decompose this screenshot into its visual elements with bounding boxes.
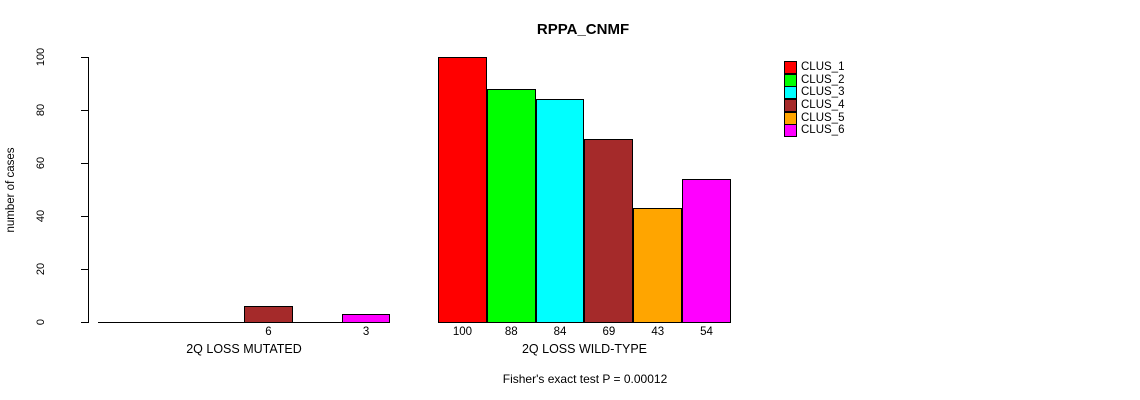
y-axis: [88, 57, 89, 323]
legend-swatch-clus_2: [784, 73, 797, 87]
bar-clus_4: [244, 306, 293, 323]
legend-label: CLUS_5: [801, 111, 845, 124]
bar-clus_4: [584, 139, 633, 323]
y-tick-label: 20: [35, 262, 47, 276]
x-group-label: 2Q LOSS WILD-TYPE: [521, 342, 647, 356]
bar-value-label: 43: [651, 326, 665, 338]
y-tick-mark: [81, 269, 88, 270]
x-group-label: 2Q LOSS MUTATED: [186, 342, 302, 356]
bar-clus_6: [342, 314, 390, 323]
legend-swatch-clus_4: [784, 98, 797, 112]
y-tick-mark: [81, 322, 88, 323]
legend-swatch-clus_6: [784, 124, 797, 138]
legend-label: CLUS_2: [801, 73, 845, 86]
legend-swatch-clus_1: [784, 60, 797, 74]
legend-entry: CLUS_4: [784, 98, 845, 112]
fisher-test-annotation: Fisher's exact test P = 0.00012: [502, 372, 668, 386]
y-tick-label: 0: [35, 318, 47, 326]
legend: CLUS_1 CLUS_2 CLUS_3 CLUS_4 CLUS_5 CLUS_6: [784, 60, 845, 138]
bar-clus_1: [438, 57, 487, 323]
bar-value-label: 84: [553, 326, 567, 338]
legend-label: CLUS_6: [801, 124, 845, 137]
legend-swatch-clus_3: [784, 86, 797, 100]
y-tick-mark: [81, 57, 88, 58]
y-axis-label: number of cases: [5, 147, 17, 233]
bar-clus_3: [536, 99, 584, 323]
bar-value-label: 6: [265, 326, 272, 338]
legend-entry: CLUS_1: [784, 60, 845, 74]
legend-label: CLUS_1: [801, 61, 845, 73]
bar-value-label: 100: [452, 326, 472, 338]
y-tick-mark: [81, 216, 88, 217]
chart-title: RPPA_CNMF: [536, 21, 630, 38]
bar-clus_5: [633, 208, 682, 323]
bar-value-label: 88: [504, 326, 518, 338]
bar-clus_2: [487, 89, 536, 323]
y-tick-label: 60: [35, 156, 47, 170]
bar-value-label: 69: [602, 326, 616, 338]
y-tick-label: 100: [35, 47, 47, 67]
y-tick-mark: [81, 163, 88, 164]
y-tick-mark: [81, 110, 88, 111]
bar-clus_6: [682, 179, 731, 323]
legend-entry: CLUS_2: [784, 73, 845, 87]
y-tick-label: 40: [35, 209, 47, 223]
legend-entry: CLUS_6: [784, 124, 845, 138]
legend-entry: CLUS_5: [784, 111, 845, 125]
bar-value-label: 3: [362, 326, 370, 338]
legend-swatch-clus_5: [784, 111, 797, 125]
y-tick-label: 80: [35, 103, 47, 117]
legend-label: CLUS_3: [801, 86, 845, 99]
legend-entry: CLUS_3: [784, 86, 845, 100]
bar-value-label: 54: [700, 326, 713, 338]
legend-label: CLUS_4: [801, 99, 845, 112]
